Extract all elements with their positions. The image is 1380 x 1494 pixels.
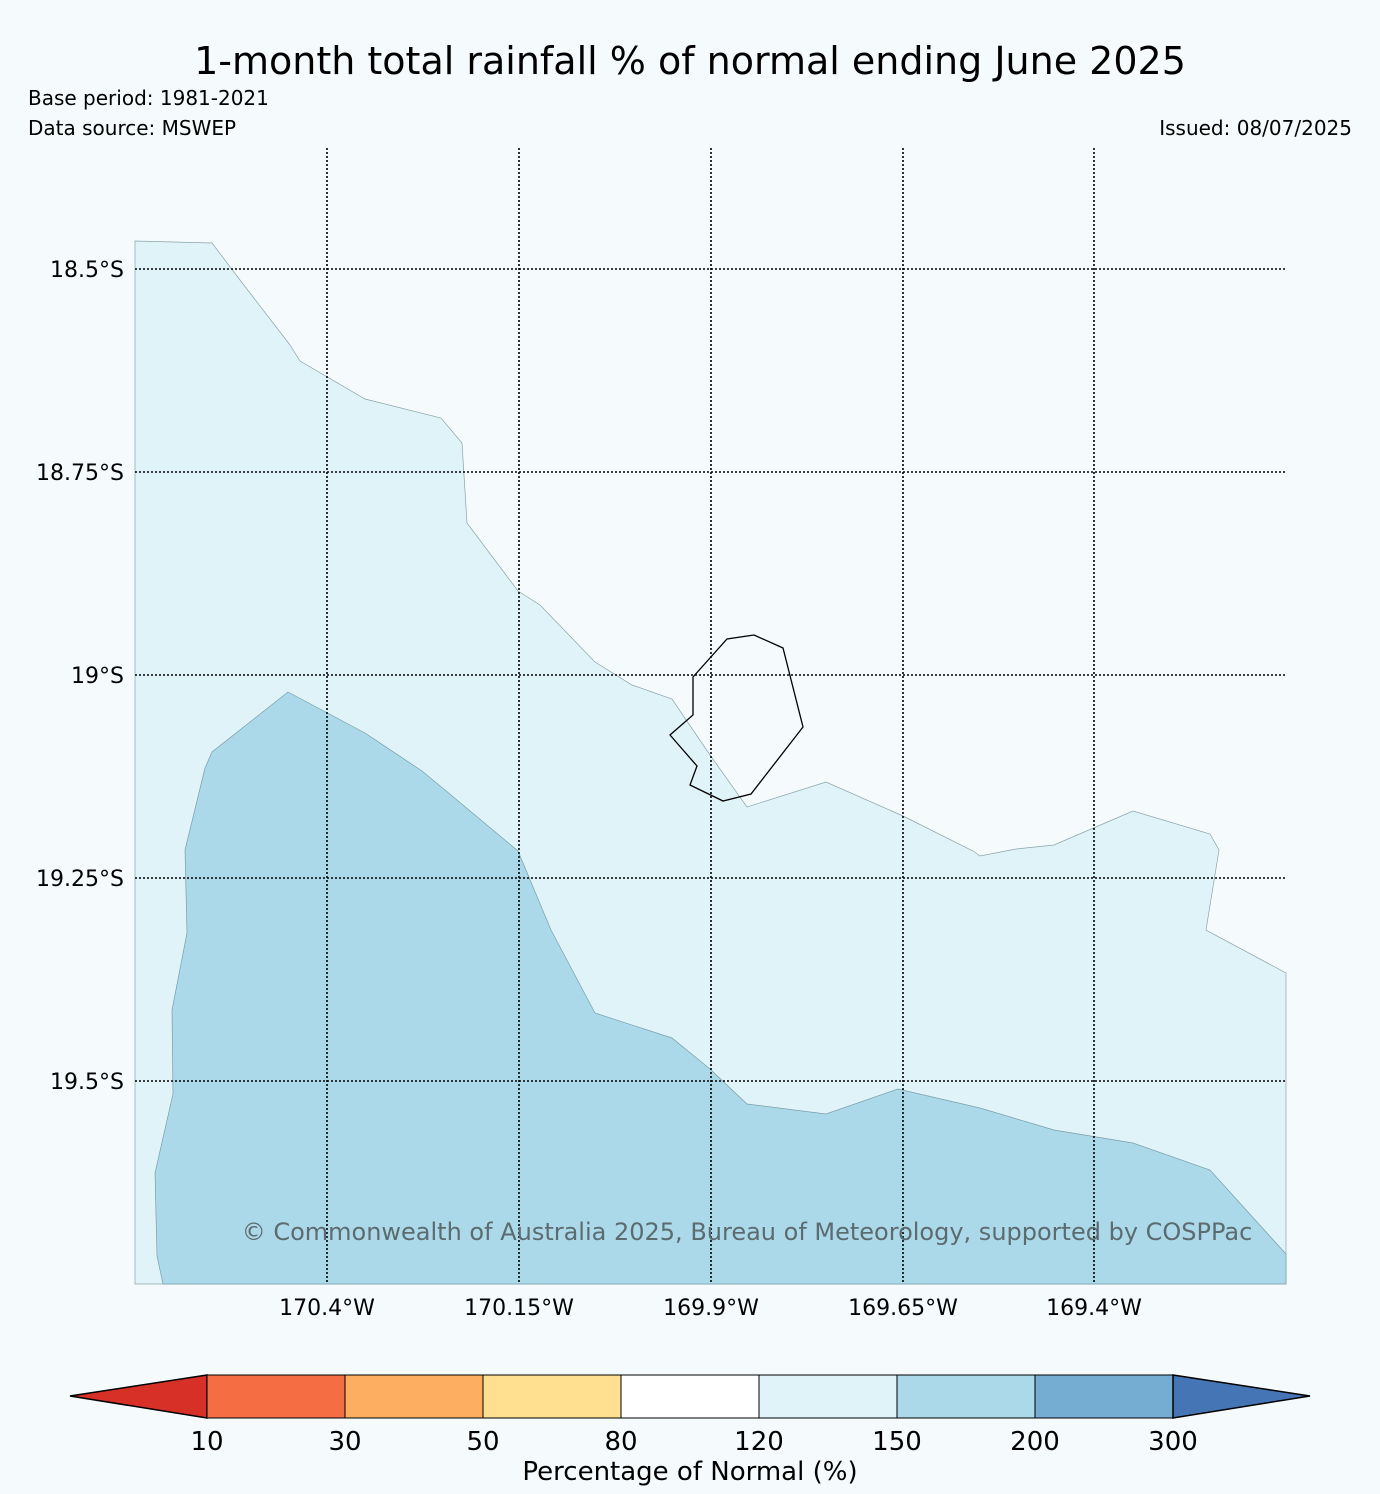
- colorbar-tick-300: 300: [1148, 1427, 1198, 1457]
- colorbar-tick-200: 200: [1010, 1427, 1060, 1457]
- lat-label-19-5: 19.5°S: [50, 1070, 124, 1095]
- colorbar-tick-150: 150: [872, 1427, 922, 1457]
- colorbar-tick-10: 10: [190, 1427, 223, 1457]
- colorbar-segment-80-120: [620, 1374, 760, 1419]
- map-area: 18.5°S 18.75°S 19°S 19.25°S 19.5°S 170.4…: [36, 148, 1287, 1321]
- colorbar-tick-30: 30: [328, 1427, 361, 1457]
- colorbar: 10 30 50 80 120 150 200 300 Percentage o…: [69, 1374, 1311, 1487]
- colorbar-segment-30-50: [344, 1374, 484, 1419]
- issued-date-text: Issued: 08/07/2025: [1159, 116, 1352, 140]
- colorbar-arrow-high: [1172, 1374, 1311, 1419]
- lat-label-19-25: 19.25°S: [36, 867, 124, 892]
- lat-label-19: 19°S: [71, 664, 124, 689]
- colorbar-segment-50-80: [482, 1374, 622, 1419]
- copyright-text: © Commonwealth of Australia 2025, Bureau…: [242, 1218, 1253, 1246]
- lat-label-18-5: 18.5°S: [50, 258, 124, 283]
- lat-label-18-75: 18.75°S: [36, 461, 124, 486]
- colorbar-segment-120-150: [758, 1374, 898, 1419]
- colorbar-segment-150-200: [896, 1374, 1036, 1419]
- colorbar-segment-10-30: [206, 1374, 346, 1419]
- map-title: 1-month total rainfall % of normal endin…: [194, 39, 1186, 83]
- island-outline: [669, 634, 804, 802]
- colorbar-arrow-low: [69, 1374, 208, 1419]
- colorbar-title: Percentage of Normal (%): [522, 1457, 857, 1487]
- lon-label-169-9: 169.9°W: [663, 1296, 759, 1321]
- colorbar-segment-200-300: [1034, 1374, 1174, 1419]
- colorbar-tick-120: 120: [734, 1427, 784, 1457]
- colorbar-tick-50: 50: [466, 1427, 499, 1457]
- lon-label-169-65: 169.65°W: [848, 1296, 958, 1321]
- lon-label-169-4: 169.4°W: [1046, 1296, 1142, 1321]
- lon-label-170-4: 170.4°W: [279, 1296, 375, 1321]
- base-period-text: Base period: 1981-2021: [28, 86, 269, 110]
- lon-label-170-15: 170.15°W: [464, 1296, 574, 1321]
- grid-lines: [135, 148, 1286, 1284]
- colorbar-tick-80: 80: [604, 1427, 637, 1457]
- data-source-text: Data source: MSWEP: [28, 116, 237, 140]
